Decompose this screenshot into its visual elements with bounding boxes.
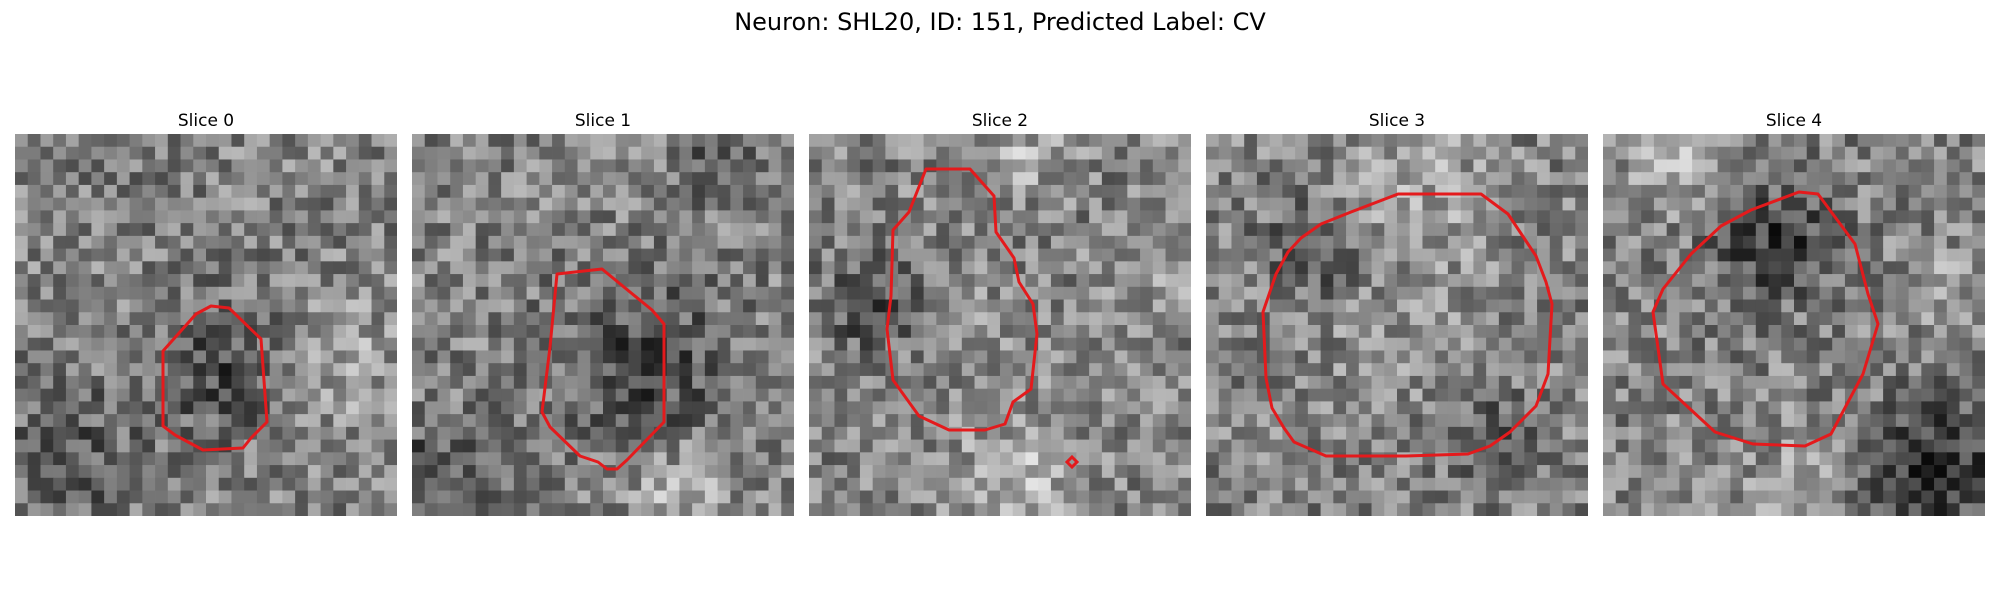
figure-title: Neuron: SHL20, ID: 151, Predicted Label:… — [734, 8, 1266, 36]
roi-contour — [1651, 190, 1880, 448]
slice-title: Slice 0 — [177, 111, 235, 131]
pixel-grid — [15, 134, 397, 516]
pixel-grid — [412, 134, 794, 516]
slice-panel-4: Slice 4 — [1603, 108, 1985, 516]
slice-panel-0: Slice 0 — [15, 108, 397, 516]
slice-title: Slice 3 — [1368, 111, 1426, 131]
slice-image — [412, 134, 794, 516]
slice-title: Slice 4 — [1765, 111, 1823, 131]
pixel-grid — [809, 134, 1191, 516]
slice-title: Slice 1 — [574, 111, 632, 131]
slice-panel-1: Slice 1 — [412, 108, 794, 516]
pixel-grid — [1206, 134, 1588, 516]
roi-contour — [1261, 192, 1554, 458]
slice-title: Slice 2 — [971, 111, 1029, 131]
roi-contour — [540, 267, 666, 471]
roi-contour-artifact — [1064, 454, 1080, 470]
roi-contour — [161, 304, 269, 452]
roi-contour — [885, 167, 1039, 432]
slice-image — [15, 134, 397, 516]
slice-image — [1603, 134, 1985, 516]
slice-image — [809, 134, 1191, 516]
slice-panel-2: Slice 2 — [809, 108, 1191, 516]
slice-panel-3: Slice 3 — [1206, 108, 1588, 516]
pixel-grid — [1603, 134, 1985, 516]
slice-image — [1206, 134, 1588, 516]
